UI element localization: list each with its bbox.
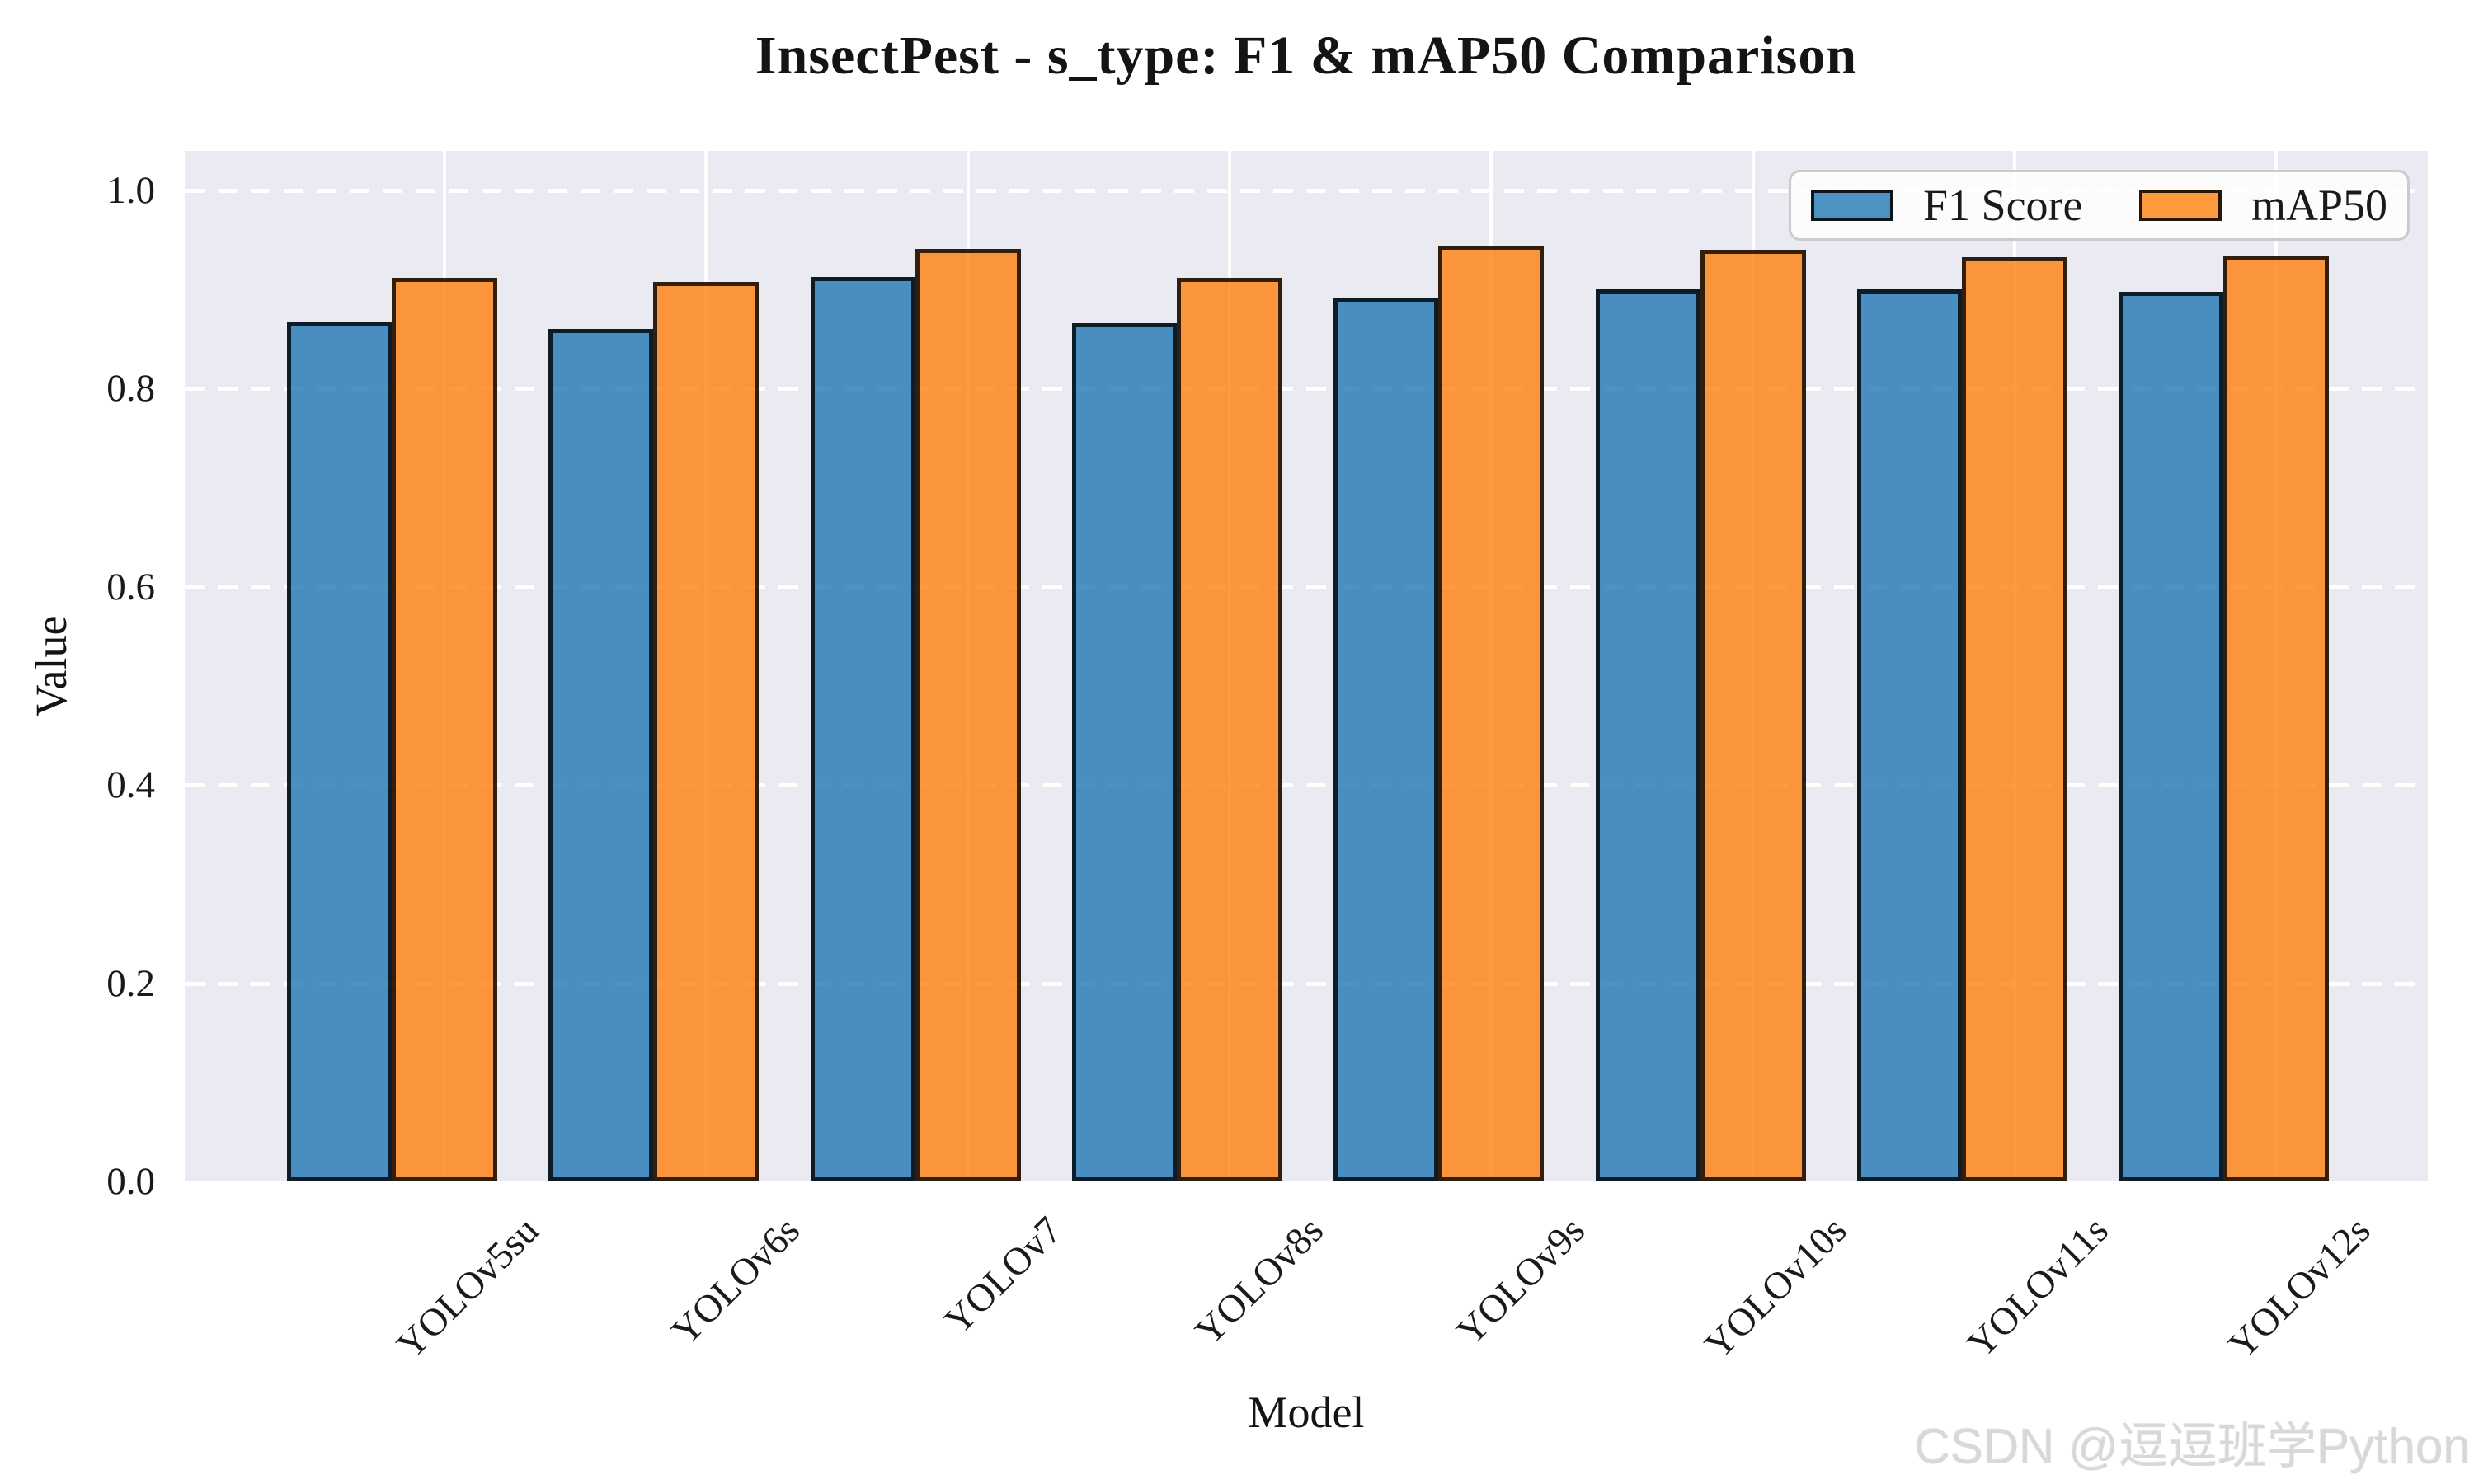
ytick-1.0: 1.0 — [106, 169, 155, 212]
ytick-0.8: 0.8 — [106, 367, 155, 410]
xtick-yolov10s: YOLOv10s — [1696, 1209, 1856, 1368]
legend-label-map50: mAP50 — [2251, 181, 2387, 230]
legend: F1 Score mAP50 — [1789, 170, 2410, 241]
gridline-h-0.4 — [185, 783, 2428, 788]
xtick-yolov8s: YOLOv8s — [1187, 1209, 1333, 1354]
gridline-h-0.6 — [185, 585, 2428, 589]
gridline-h-0.2 — [185, 981, 2428, 986]
gridline-h-0.8 — [185, 387, 2428, 392]
legend-label-f1-score: F1 Score — [1923, 181, 2083, 230]
xtick-yolov12s: YOLOv12s — [2220, 1209, 2379, 1368]
ytick-0.2: 0.2 — [106, 962, 155, 1005]
bar-map50-yolov12s — [2223, 256, 2329, 1181]
xtick-yolov7: YOLOv7 — [936, 1209, 1071, 1343]
xtick-yolov5su: YOLOv5su — [388, 1209, 548, 1368]
bar-f1-score-yolov7 — [811, 277, 915, 1181]
bar-f1-score-yolov6s — [548, 329, 653, 1181]
bar-map50-yolov6s — [653, 282, 759, 1181]
chart-title: InsectPest - s_type: F1 & mAP50 Comparis… — [755, 26, 1858, 86]
bar-f1-score-yolov12s — [2119, 292, 2223, 1181]
legend-item-map50: mAP50 — [2138, 180, 2387, 231]
ytick-0.6: 0.6 — [106, 566, 155, 608]
watermark: CSDN @逗逗班学Python — [1914, 1419, 2471, 1474]
bar-map50-yolov5su — [392, 278, 497, 1181]
bar-map50-yolov11s — [1962, 257, 2067, 1181]
bar-f1-score-yolov5su — [287, 322, 392, 1181]
legend-swatch-f1-score — [1811, 190, 1893, 221]
x-axis-label: Model — [1248, 1388, 1365, 1437]
legend-item-f1-score: F1 Score — [1811, 180, 2082, 231]
xtick-yolov6s: YOLOv6s — [663, 1209, 809, 1354]
y-axis-label: Value — [26, 615, 76, 717]
bar-f1-score-yolov11s — [1857, 289, 1962, 1181]
bar-f1-score-yolov9s — [1333, 298, 1438, 1181]
xtick-yolov11s: YOLOv11s — [1959, 1209, 2118, 1366]
bar-f1-score-yolov10s — [1596, 289, 1700, 1181]
legend-swatch-map50 — [2138, 190, 2222, 221]
bar-map50-yolov10s — [1700, 250, 1806, 1181]
bar-f1-score-yolov8s — [1072, 323, 1177, 1181]
ytick-0.0: 0.0 — [106, 1160, 155, 1203]
gridline-h-1.0 — [185, 189, 2428, 194]
bar-map50-yolov7 — [915, 249, 1021, 1181]
bar-map50-yolov9s — [1438, 246, 1544, 1181]
plot-area — [185, 151, 2428, 1181]
xtick-yolov9s: YOLOv9s — [1448, 1209, 1594, 1354]
bar-map50-yolov8s — [1177, 278, 1282, 1181]
ytick-0.4: 0.4 — [106, 763, 155, 806]
